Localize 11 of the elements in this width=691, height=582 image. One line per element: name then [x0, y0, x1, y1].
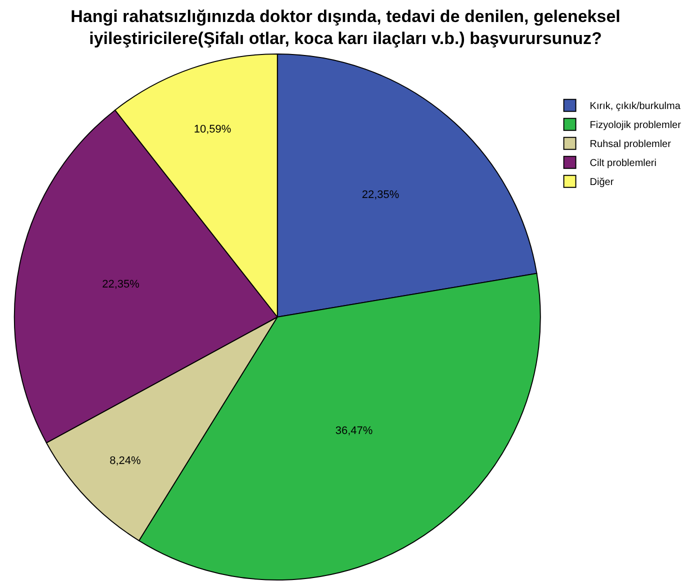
- legend-label: Cilt problemleri: [590, 158, 656, 170]
- legend-label: Diğer: [590, 177, 614, 188]
- legend-label: Fizyolojik problemler: [590, 120, 682, 132]
- data-label: 8,24%: [110, 454, 141, 467]
- data-label: 22,35%: [362, 189, 400, 202]
- data-label: 10,59%: [194, 124, 232, 136]
- data-label: 22,35%: [102, 278, 140, 291]
- legend-label: Ruhsal problemler: [590, 139, 672, 150]
- chart-title: Hangi rahatsızlığınızda doktor dışında, tedavi de denilen, geleneksel iyileştiricilere(Şifalı otlar, koca karı ilaçları v.b.) başvurursunuz?: [70, 7, 620, 48]
- legend-label: Kırık, çıkık/burkulma: [590, 101, 681, 112]
- data-label: 36,47%: [335, 425, 373, 438]
